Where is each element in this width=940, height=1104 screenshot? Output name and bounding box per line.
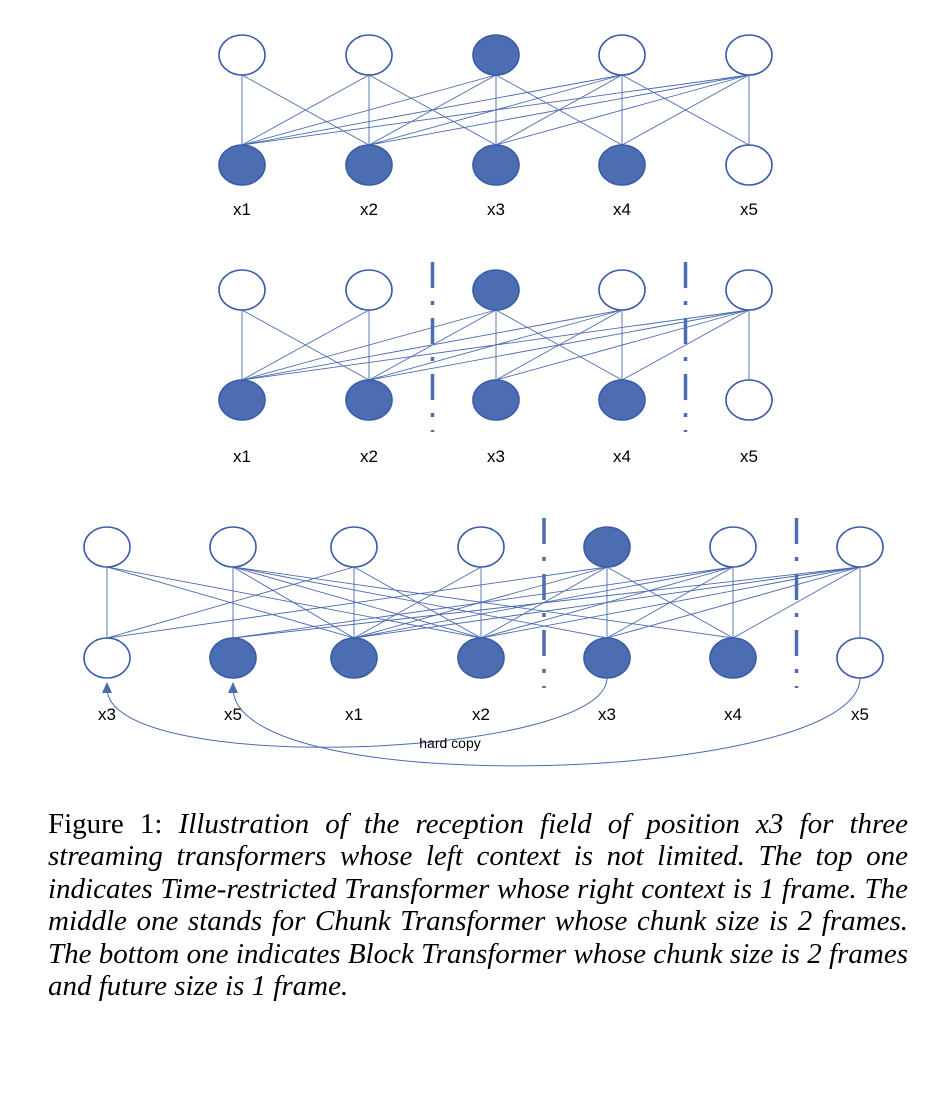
position-label: x1: [233, 200, 251, 219]
attention-edge: [232, 566, 734, 639]
position-label: x2: [472, 705, 490, 724]
attention-edge: [495, 74, 750, 146]
attention-edge: [232, 566, 355, 639]
output-node: [709, 526, 757, 568]
attention-edge: [368, 74, 750, 146]
input-node: [472, 379, 520, 421]
output-node: [209, 526, 257, 568]
attention-edge: [241, 74, 750, 146]
position-label: x1: [345, 705, 363, 724]
input-node: [209, 637, 257, 679]
attention-edge: [353, 566, 482, 639]
position-label: x4: [613, 200, 631, 219]
input-node: [472, 144, 520, 186]
position-label: x4: [724, 705, 742, 724]
copy-arrowhead: [102, 682, 112, 693]
output-node: [725, 269, 773, 311]
position-label: x3: [487, 447, 505, 466]
input-node: [709, 637, 757, 679]
input-node: [83, 637, 131, 679]
output-node: [583, 526, 631, 568]
output-node: [598, 269, 646, 311]
attention-edge: [232, 566, 861, 639]
position-label: x3: [598, 705, 616, 724]
panel-chunk: x1 x2 x3 x4 x5: [218, 262, 773, 466]
figure-label: Figure 1:: [48, 808, 163, 840]
figure-caption: Figure 1: Illustration of the reception …: [48, 808, 908, 1002]
attention-edge: [621, 309, 750, 381]
input-node: [345, 144, 393, 186]
input-node: [218, 144, 266, 186]
attention-edge: [495, 309, 750, 381]
input-node: [457, 637, 505, 679]
input-node: [598, 144, 646, 186]
position-label: x3: [487, 200, 505, 219]
output-node: [345, 269, 393, 311]
output-node: [725, 34, 773, 76]
attention-edge: [368, 309, 750, 381]
position-label: x2: [360, 200, 378, 219]
output-node: [345, 34, 393, 76]
attention-edge: [241, 74, 370, 146]
attention-edge: [480, 566, 861, 639]
panel-block: hard copy x3 x5 x1 x2 x3 x4 x5: [83, 518, 884, 767]
attention-edge: [241, 309, 497, 381]
copy-arc: [232, 677, 861, 767]
copy-arrowhead: [228, 682, 238, 693]
attention-edge: [241, 74, 497, 146]
copy-arc: [106, 677, 608, 748]
position-label: x5: [740, 200, 758, 219]
input-node: [583, 637, 631, 679]
attention-edge: [241, 309, 623, 381]
attention-edge: [241, 309, 370, 381]
attention-edge: [353, 566, 861, 639]
output-node: [218, 269, 266, 311]
attention-edge: [241, 74, 623, 146]
panel-time-restricted: x1 x2 x3 x4 x5: [218, 34, 773, 219]
hard-copy-label: hard copy: [419, 735, 480, 751]
input-node: [598, 379, 646, 421]
output-node: [330, 526, 378, 568]
figure-caption-text: Illustration of the reception field of p…: [48, 808, 908, 1003]
attention-edge: [106, 566, 608, 639]
position-label: x4: [613, 447, 631, 466]
input-node: [725, 144, 773, 186]
attention-edge: [241, 309, 750, 381]
position-label: x5: [224, 705, 242, 724]
position-label: x2: [360, 447, 378, 466]
output-node: [472, 269, 520, 311]
position-label: x5: [740, 447, 758, 466]
output-node: [472, 34, 520, 76]
input-node: [345, 379, 393, 421]
attention-edge: [232, 566, 608, 639]
attention-edge: [106, 566, 355, 639]
position-label: x1: [233, 447, 251, 466]
input-node: [218, 379, 266, 421]
output-node: [457, 526, 505, 568]
input-node: [725, 379, 773, 421]
output-node: [836, 526, 884, 568]
output-node: [83, 526, 131, 568]
attention-edge: [606, 566, 861, 639]
position-label: x5: [851, 705, 869, 724]
output-node: [598, 34, 646, 76]
input-node: [836, 637, 884, 679]
attention-edge: [732, 566, 861, 639]
position-label: x3: [98, 705, 116, 724]
input-node: [330, 637, 378, 679]
attention-edge: [621, 74, 750, 146]
output-node: [218, 34, 266, 76]
